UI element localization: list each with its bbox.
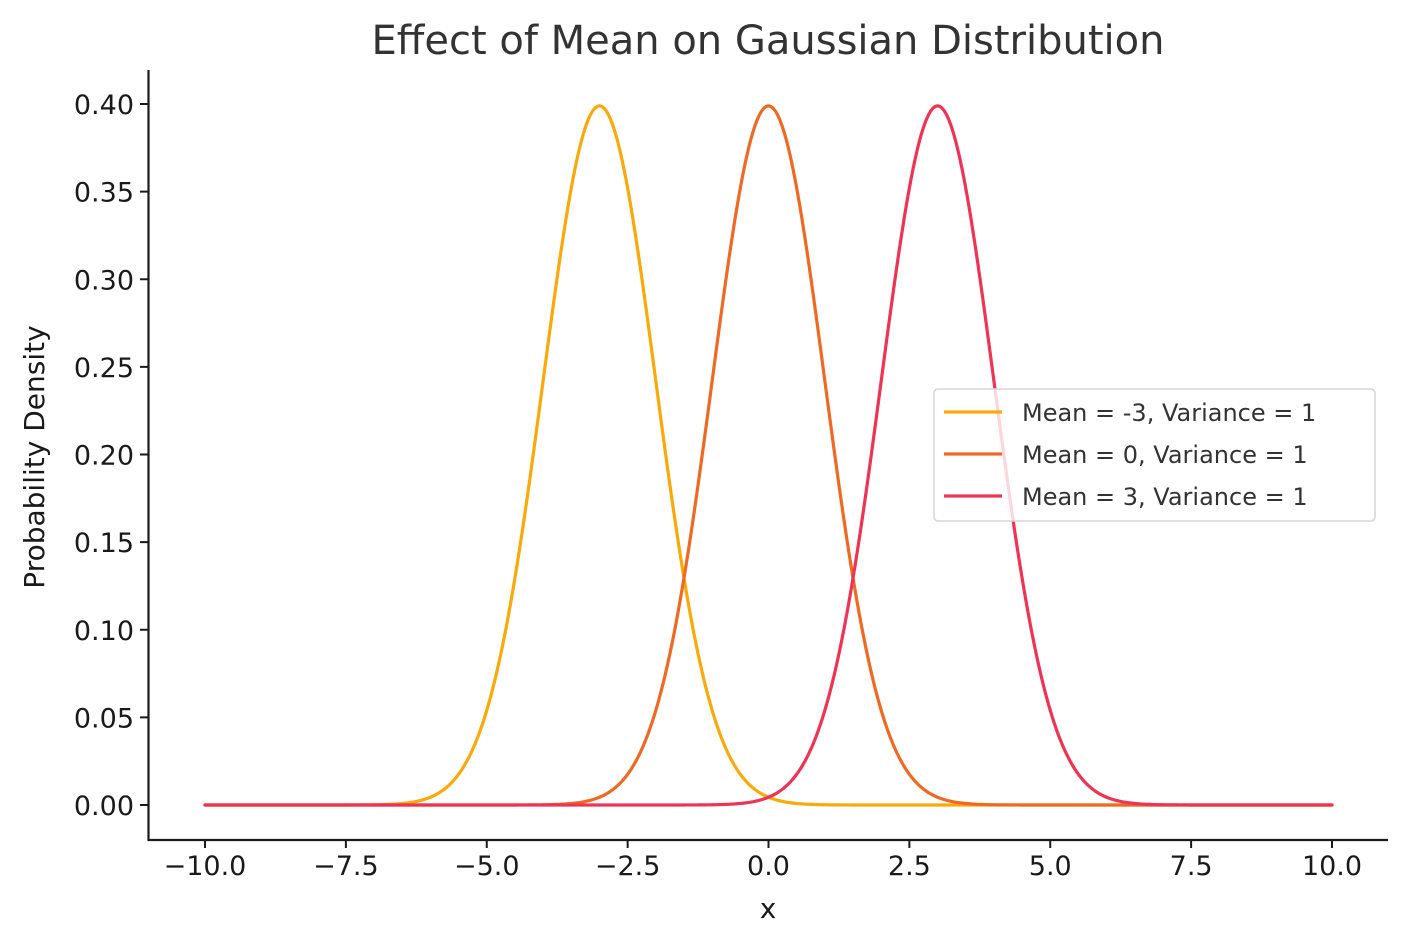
- legend-label-3: Mean = 3, Variance = 1: [1022, 483, 1308, 511]
- y-tick-label: 0.40: [74, 90, 134, 121]
- series-line-3: [203, 104, 1334, 807]
- legend-box: [933, 388, 1376, 522]
- legend: Mean = -3, Variance = 1 Mean = 0, Varianc…: [933, 388, 1376, 522]
- x-tick-label: 0.0: [747, 851, 790, 882]
- legend-label-2: Mean = 0, Variance = 1: [1022, 441, 1308, 469]
- x-tick-label: −5.0: [454, 851, 520, 882]
- plot-lines: [203, 104, 1334, 807]
- y-axis-label: Probability Density: [18, 325, 51, 588]
- x-tick-label: 7.5: [1170, 851, 1213, 882]
- x-tick-label: −2.5: [595, 851, 661, 882]
- y-tick-label: 0.10: [74, 616, 134, 647]
- y-tick-label: 0.20: [74, 441, 134, 472]
- legend-label-1: Mean = -3, Variance = 1: [1022, 399, 1316, 427]
- y-tick-label: 0.15: [74, 528, 134, 559]
- x-tick-label: −7.5: [313, 851, 379, 882]
- y-tick-label: 0.05: [74, 703, 134, 734]
- x-axis-ticks: −10.0 −7.5 −5.0 −2.5 0.0 2.5 5.0 7.5 10.0: [164, 840, 1362, 882]
- chart-title: Effect of Mean on Gaussian Distribution: [372, 18, 1165, 64]
- x-tick-label: −10.0: [164, 851, 247, 882]
- x-tick-label: 10.0: [1302, 851, 1362, 882]
- y-tick-label: 0.00: [74, 791, 134, 822]
- x-tick-label: 2.5: [888, 851, 931, 882]
- x-tick-label: 5.0: [1029, 851, 1072, 882]
- y-tick-label: 0.30: [74, 265, 134, 296]
- y-tick-label: 0.25: [74, 353, 134, 384]
- x-axis-label: x: [760, 892, 777, 925]
- legend-items: Mean = -3, Variance = 1 Mean = 0, Varianc…: [944, 399, 1316, 511]
- y-axis-ticks: 0.00 0.05 0.10 0.15 0.20 0.25 0.30 0.35 0.40: [74, 90, 148, 822]
- y-tick-label: 0.35: [74, 178, 134, 209]
